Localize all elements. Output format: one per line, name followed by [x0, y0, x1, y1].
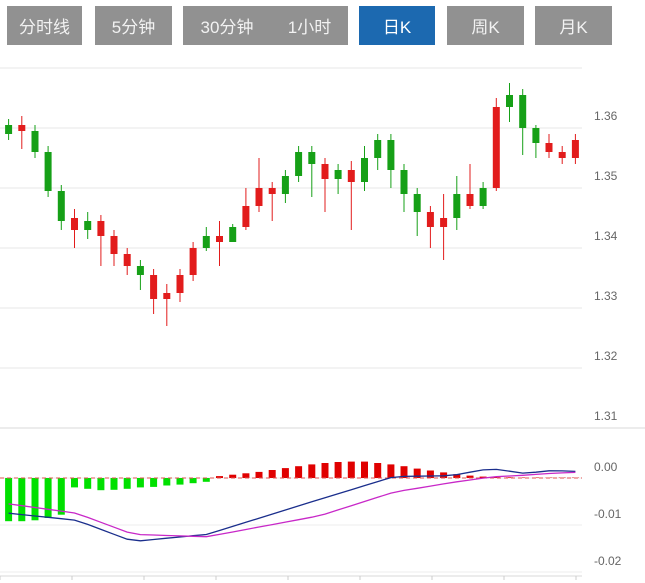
svg-text:1.34: 1.34	[594, 229, 618, 243]
svg-text:1.31: 1.31	[594, 409, 618, 423]
svg-text:1.36: 1.36	[594, 109, 618, 123]
svg-text:1.32: 1.32	[594, 349, 618, 363]
svg-text:1.35: 1.35	[594, 169, 618, 183]
svg-text:1.33: 1.33	[594, 289, 618, 303]
svg-text:-0.02: -0.02	[594, 554, 622, 568]
svg-text:-0.01: -0.01	[594, 507, 622, 521]
svg-text:0.00: 0.00	[594, 460, 618, 474]
